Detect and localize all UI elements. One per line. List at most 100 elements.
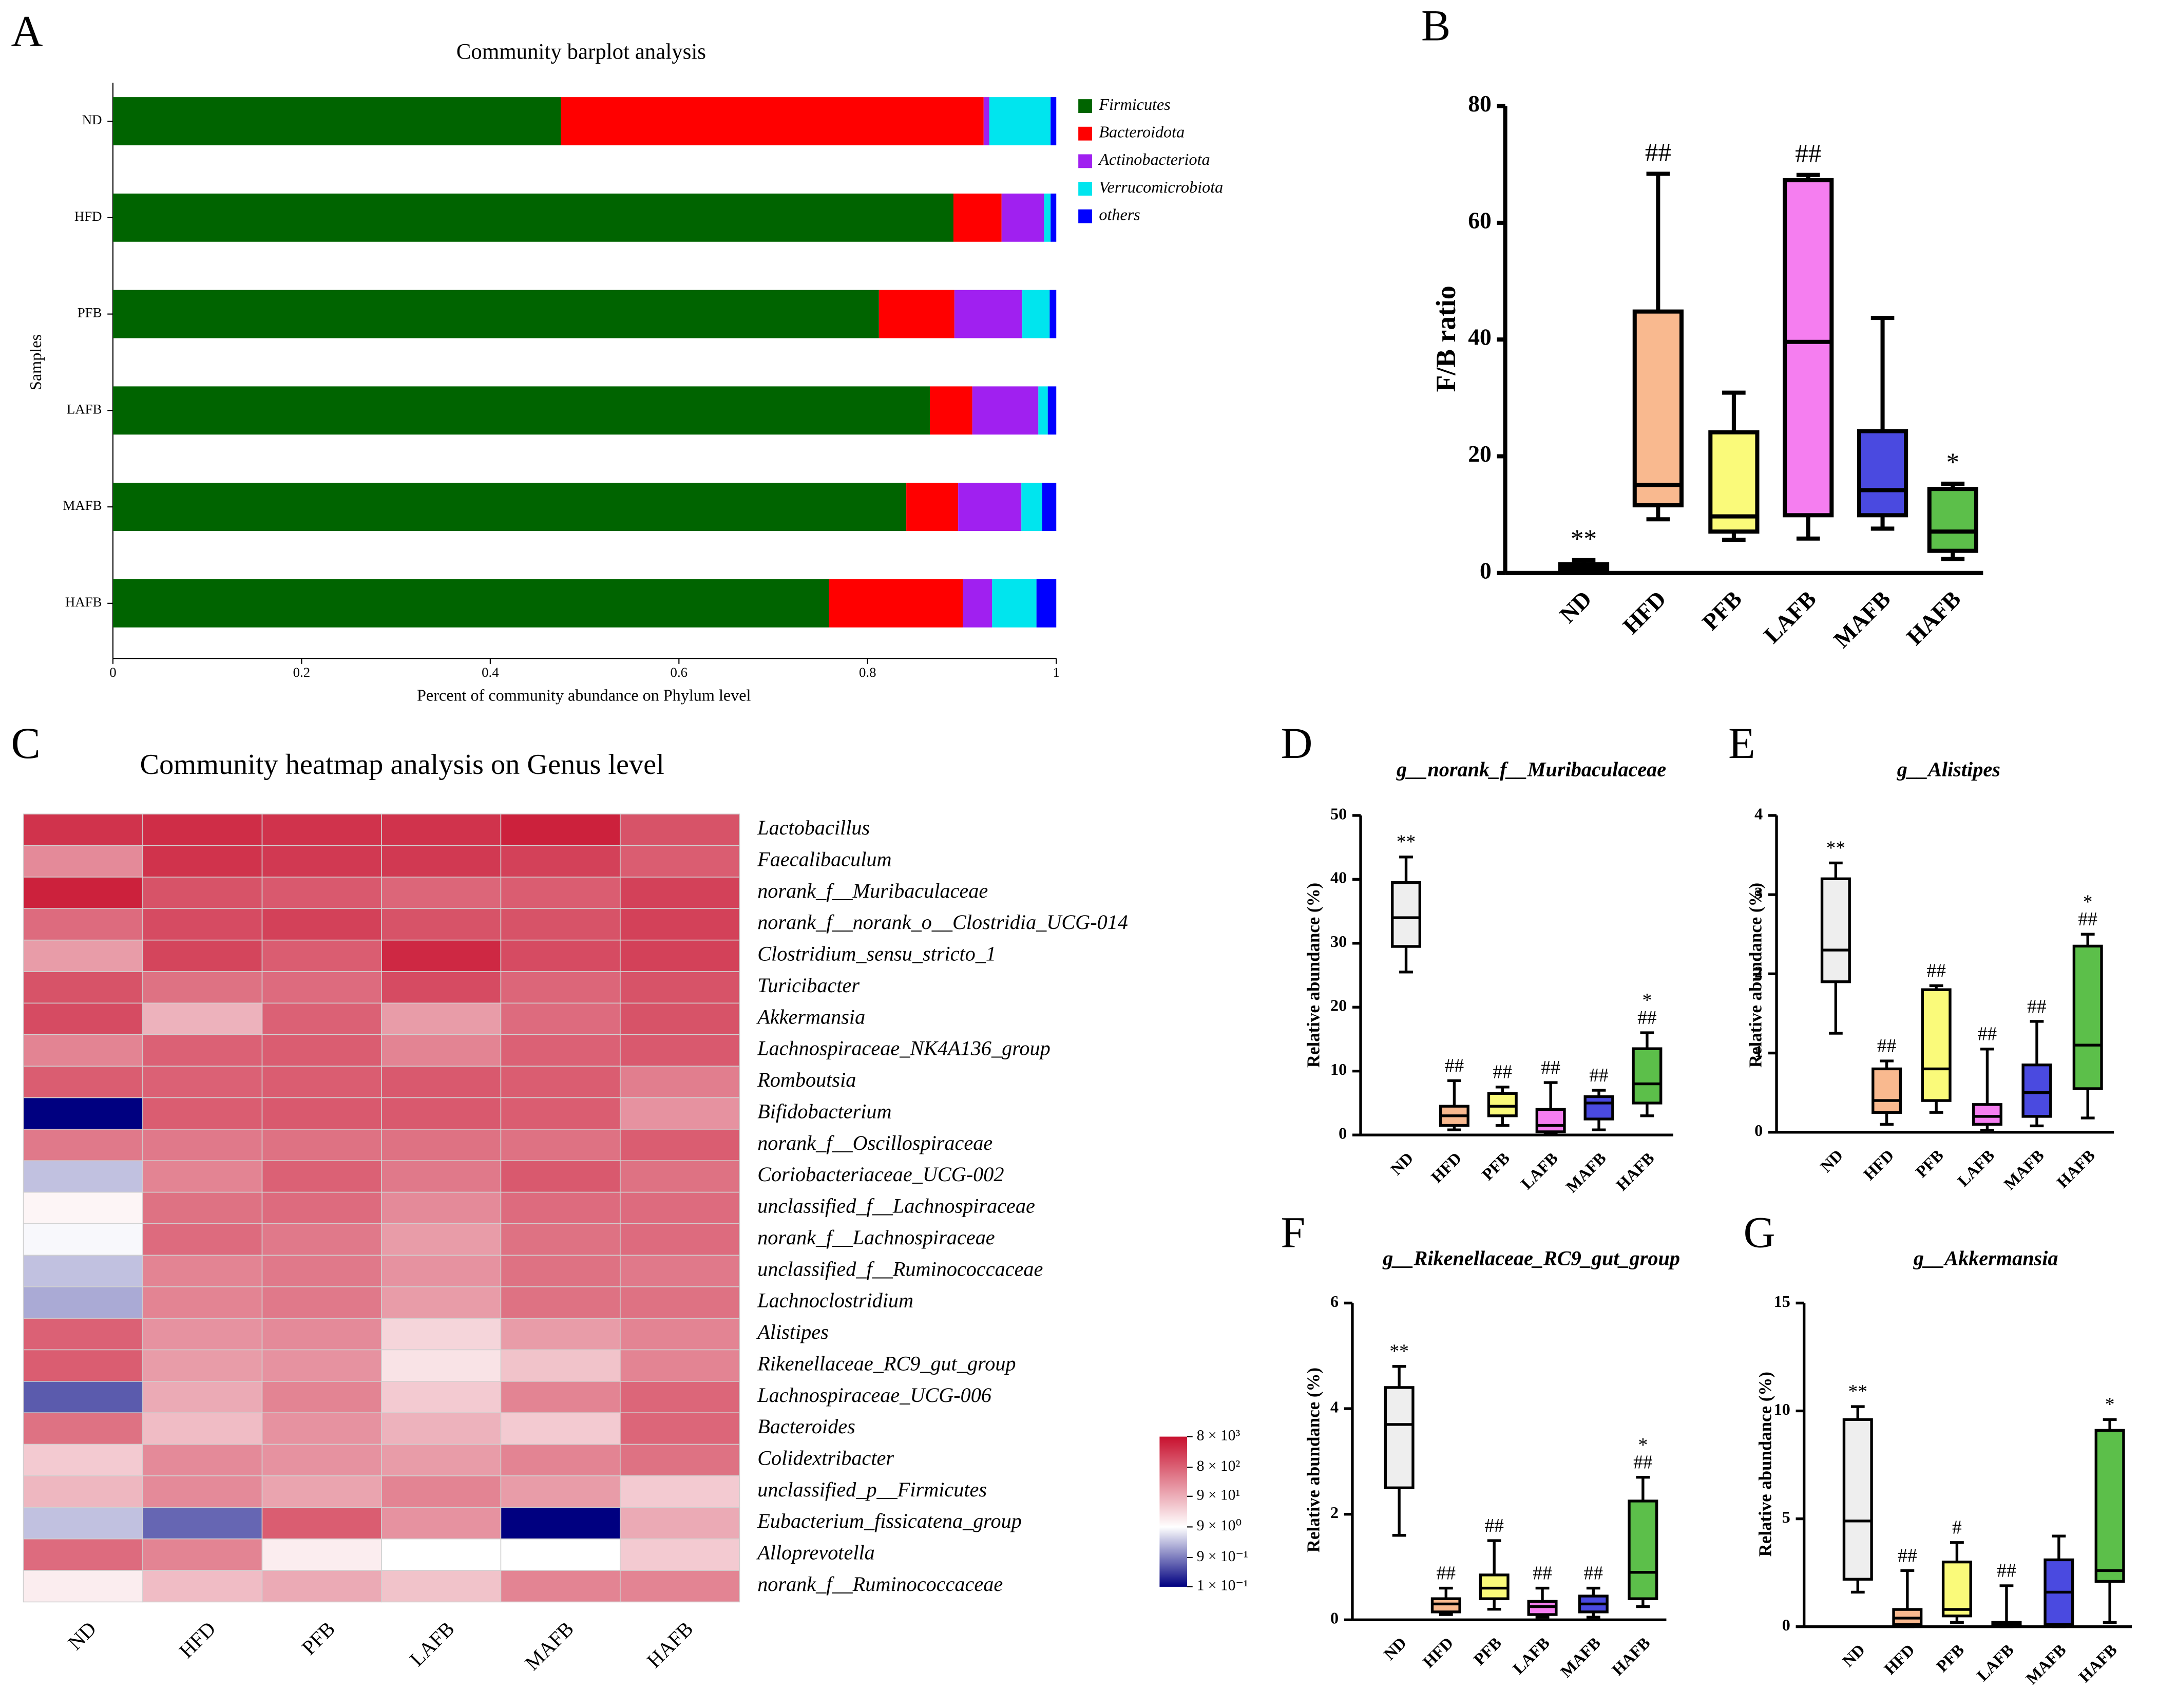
heatmap-cell bbox=[261, 1286, 382, 1319]
heatmap-cell bbox=[500, 1318, 621, 1351]
heatmap-cell bbox=[500, 1066, 621, 1098]
heatmap-cell bbox=[381, 1444, 502, 1476]
box bbox=[1871, 1067, 1902, 1114]
heatmap-cell bbox=[142, 877, 263, 909]
heatmap-cell bbox=[500, 1255, 621, 1287]
y-tick-label: 40 bbox=[1468, 324, 1492, 350]
legend-label: Verrucomicrobiota bbox=[1099, 178, 1223, 196]
annotation: ## bbox=[1877, 1036, 1897, 1057]
heatmap-cell bbox=[23, 908, 143, 941]
box bbox=[1820, 877, 1851, 983]
row-label: norank_f__Lachnospiraceae bbox=[757, 1226, 995, 1249]
box bbox=[1941, 1560, 1972, 1618]
y-axis-label: Relative abundance (%) bbox=[1303, 1368, 1323, 1552]
bar-segment bbox=[953, 193, 1002, 242]
bar-segment bbox=[1044, 193, 1051, 242]
annotation: * bbox=[1946, 448, 1959, 477]
heatmap-cell bbox=[381, 1066, 502, 1098]
heatmap-cell bbox=[381, 1570, 502, 1603]
y-axis-label: Relative abundance (%) bbox=[1755, 1372, 1775, 1557]
heatmap-cell bbox=[261, 813, 382, 846]
box bbox=[1972, 1103, 2002, 1126]
bar-segment bbox=[112, 97, 561, 146]
panel-letter: G bbox=[1744, 1208, 1775, 1257]
row-label: unclassified_p__Firmicutes bbox=[757, 1478, 987, 1501]
row-label: unclassified_f__Ruminococcaceae bbox=[757, 1257, 1043, 1280]
heatmap-cell bbox=[620, 1538, 740, 1571]
bar-segment bbox=[1051, 193, 1057, 242]
annotation: ## bbox=[1997, 1561, 2016, 1582]
heatmap-cell bbox=[23, 1538, 143, 1571]
legend-swatch bbox=[1078, 182, 1092, 196]
x-tick-label: 1 bbox=[1053, 665, 1060, 680]
heatmap-cell bbox=[23, 1475, 143, 1508]
y-tick-label: 1 bbox=[1754, 1042, 1763, 1060]
heatmap-cell bbox=[261, 1066, 382, 1098]
panel-letter: E bbox=[1728, 719, 1755, 768]
legend-label: Bacteroidota bbox=[1099, 123, 1185, 141]
box bbox=[1632, 309, 1684, 508]
bar-segment bbox=[954, 290, 1023, 338]
bar-segment bbox=[1036, 579, 1057, 628]
y-tick-label: 15 bbox=[1774, 1292, 1790, 1311]
bar-segment bbox=[963, 579, 992, 628]
y-tick-label: 0 bbox=[1339, 1124, 1347, 1143]
panel-letter: B bbox=[1421, 2, 1450, 50]
heatmap-cell bbox=[500, 1507, 621, 1540]
heatmap-cell bbox=[620, 1129, 740, 1162]
heatmap-cell bbox=[620, 1034, 740, 1067]
panel-letter: A bbox=[11, 7, 43, 55]
box bbox=[2072, 944, 2103, 1090]
bar-segment bbox=[112, 579, 829, 628]
heatmap-cell bbox=[261, 1160, 382, 1193]
heatmap-cell bbox=[620, 1444, 740, 1476]
heatmap-cell bbox=[500, 1034, 621, 1067]
annotation: ## bbox=[1541, 1057, 1560, 1078]
y-tick-label: 0 bbox=[1330, 1609, 1339, 1627]
annotation: # bbox=[1952, 1517, 1962, 1539]
y-tick-label: 10 bbox=[1330, 1060, 1347, 1078]
colorbar bbox=[1159, 1436, 1188, 1587]
heatmap-cell bbox=[23, 1255, 143, 1287]
y-axis-label: Relative abundance (%) bbox=[1303, 883, 1323, 1068]
heatmap-cell bbox=[620, 971, 740, 1004]
heatmap-cell bbox=[23, 1002, 143, 1035]
chart-title: Community barplot analysis bbox=[456, 40, 706, 64]
annotation: * bbox=[1638, 1435, 1648, 1456]
heatmap-cell bbox=[500, 1538, 621, 1571]
heatmap-cell bbox=[620, 1097, 740, 1130]
heatmap-cell bbox=[261, 971, 382, 1004]
bar-segment bbox=[972, 386, 1039, 435]
heatmap-cell bbox=[500, 813, 621, 846]
heatmap-cell bbox=[381, 939, 502, 972]
annotation: ## bbox=[1584, 1563, 1603, 1584]
legend-swatch bbox=[1078, 209, 1092, 223]
heatmap-cell bbox=[620, 1286, 740, 1319]
heatmap-cell bbox=[261, 1191, 382, 1224]
row-label: Lactobacillus bbox=[757, 816, 870, 839]
legend-swatch bbox=[1078, 154, 1092, 168]
heatmap-cell bbox=[381, 1255, 502, 1287]
y-tick-label: 10 bbox=[1774, 1400, 1790, 1418]
heatmap-cell bbox=[261, 1318, 382, 1351]
y-tick-label: 60 bbox=[1468, 207, 1492, 233]
heatmap-cell bbox=[23, 1066, 143, 1098]
y-tick-label: LAFB bbox=[67, 401, 102, 416]
heatmap-cell bbox=[620, 813, 740, 846]
heatmap-cell bbox=[261, 1034, 382, 1067]
heatmap-cell bbox=[142, 1349, 263, 1382]
heatmap-cell bbox=[142, 1412, 263, 1445]
bar-segment bbox=[989, 97, 1051, 146]
y-tick-label: 20 bbox=[1468, 441, 1492, 467]
heatmap-cell bbox=[500, 908, 621, 941]
row-label: Alloprevotella bbox=[756, 1541, 875, 1564]
heatmap-cell bbox=[381, 1097, 502, 1130]
heatmap-cell bbox=[381, 971, 502, 1004]
heatmap-cell bbox=[142, 1034, 263, 1067]
row-label: norank_f__Oscillospiraceae bbox=[757, 1131, 992, 1154]
heatmap-cell bbox=[23, 1349, 143, 1382]
y-tick-label: HFD bbox=[74, 208, 102, 224]
heatmap-cell bbox=[381, 1412, 502, 1445]
box bbox=[2021, 1064, 2052, 1118]
